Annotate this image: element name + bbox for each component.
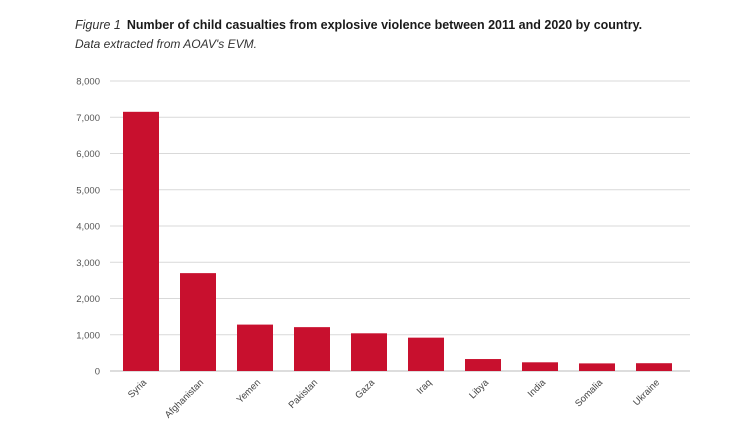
chart-title: Figure 1 Number of child casualties from … (75, 18, 642, 32)
x-tick-label-iraq: Iraq (415, 377, 434, 396)
bar-syria (123, 111, 159, 371)
bar-libya (465, 359, 501, 371)
y-tick-label: 7,000 (76, 113, 100, 124)
chart-subtitle: Data extracted from AOAV's EVM. (75, 37, 257, 51)
figure-label: Figure 1 (75, 18, 121, 32)
y-tick-label: 0 (95, 367, 100, 378)
y-tick-label: 4,000 (76, 222, 100, 233)
bars (123, 111, 672, 371)
y-axis-ticks: 0 1,000 2,000 3,000 4,000 5,000 6,000 7,000 8,00… (76, 77, 100, 378)
x-axis-labels: Syria Afghanistan Yemen Pakistan Gaza Iraq Lib… (126, 377, 662, 421)
bar-iraq (408, 337, 444, 371)
x-tick-label-ukraine: Ukraine (631, 377, 662, 408)
y-tick-label: 5,000 (76, 185, 100, 196)
y-tick-label: 3,000 (76, 258, 100, 269)
bar-yemen (237, 324, 273, 371)
x-tick-label-gaza: Gaza (353, 377, 377, 401)
y-tick-label: 1,000 (76, 330, 100, 341)
bar-gaza (351, 333, 387, 371)
x-tick-label-yemen: Yemen (235, 377, 263, 405)
y-tick-label: 6,000 (76, 149, 100, 160)
figure-title: Number of child casualties from explosiv… (126, 18, 643, 32)
bar-somalia (579, 363, 615, 371)
x-tick-label-libya: Libya (467, 377, 491, 401)
x-tick-label-somalia: Somalia (573, 377, 606, 410)
y-tick-label: 8,000 (76, 77, 100, 88)
x-tick-label-afghanistan: Afghanistan (163, 377, 206, 420)
y-tick-label: 2,000 (76, 294, 100, 305)
x-tick-label-india: India (526, 377, 549, 400)
bar-ukraine (636, 363, 672, 371)
x-tick-label-pakistan: Pakistan (287, 377, 321, 411)
x-tick-label-syria: Syria (126, 377, 150, 401)
bar-india (522, 362, 558, 371)
bar-afghanistan (180, 273, 216, 371)
bar-pakistan (294, 327, 330, 371)
